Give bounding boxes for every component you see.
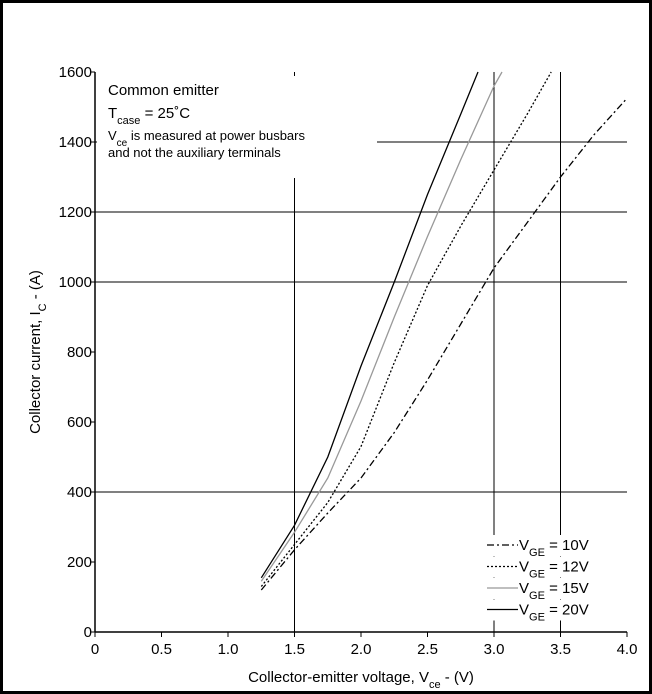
y-tick-label: 1000: [59, 274, 92, 291]
legend-label: VGE = 15V: [519, 580, 589, 602]
x-tick-label: 2.5: [417, 641, 438, 658]
legend-label: VGE = 12V: [519, 559, 589, 581]
x-tick-label: 3.5: [550, 641, 571, 658]
annotation: Tcase = 25˚C: [108, 105, 190, 127]
legend-bg: [485, 578, 625, 599]
legend-bg: [485, 599, 625, 621]
legend-label: VGE = 10V: [519, 537, 589, 559]
x-tick-label: 2.0: [351, 641, 372, 658]
legend-label-part: V: [519, 580, 529, 597]
x-axis-label: Collector-emitter voltage, Vce - (V): [248, 669, 474, 691]
annotation: Common emitter: [108, 82, 219, 99]
series-line: [260, 71, 503, 582]
x-axis-label-part: ce: [429, 679, 441, 691]
legend-label-part: GE: [529, 547, 545, 559]
legend-label-part: V: [519, 537, 529, 554]
legend-label-part: = 15V: [545, 580, 589, 597]
legend-label-part: = 10V: [545, 537, 589, 554]
legend-label-part: GE: [529, 612, 545, 624]
y-tick-label: 1400: [59, 134, 92, 151]
legend-label-part: GE: [529, 569, 545, 581]
annotation-part: and not the auxiliary terminals: [108, 145, 281, 160]
y-tick-label: 1600: [59, 64, 92, 81]
y-tick-label: 800: [67, 344, 92, 361]
x-tick-label: 1.0: [218, 641, 239, 658]
annotation-part: Common emitter: [108, 82, 219, 99]
y-axis-label-part: C: [37, 303, 49, 311]
x-tick-label: 3.0: [484, 641, 505, 658]
annotation: and not the auxiliary terminals: [108, 145, 281, 160]
series-line: [260, 97, 628, 591]
annotation-part: V: [108, 128, 117, 143]
y-tick-label: 200: [67, 554, 92, 571]
legend-label-part: GE: [529, 590, 545, 602]
x-axis-label-part: Collector-emitter voltage, V: [248, 669, 429, 686]
x-tick-label: 4.0: [617, 641, 638, 658]
legend-label-part: V: [519, 602, 529, 619]
x-tick-label: 1.5: [284, 641, 305, 658]
legend-bg: [485, 535, 625, 556]
y-tick-label: 400: [67, 484, 92, 501]
legend-label-part: = 20V: [545, 602, 589, 619]
y-axis-label: Collector current, IC - (A): [27, 270, 49, 434]
y-tick-label: 600: [67, 414, 92, 431]
series-line: [260, 71, 479, 579]
legend-bg: [485, 556, 625, 578]
x-axis-label-part: - (V): [441, 669, 474, 686]
series-line: [260, 71, 552, 587]
x-tick-label: 0.5: [151, 641, 172, 658]
y-axis-label-part: - (A): [27, 270, 44, 303]
annotation: Vce is measured at power busbars: [108, 128, 305, 149]
y-axis-label-part: Collector current, I: [27, 311, 44, 434]
annotation-part: = 25˚C: [140, 105, 190, 122]
annotation-part: ce: [117, 138, 128, 149]
y-tick-label: 0: [84, 624, 92, 641]
annotation-part: is measured at power busbars: [127, 128, 305, 143]
x-tick-label: 0: [91, 641, 99, 658]
legend-label-part: = 12V: [545, 559, 589, 576]
annotation-part: T: [108, 105, 117, 122]
y-tick-label: 1200: [59, 204, 92, 221]
annotation-bg: [97, 76, 377, 178]
annotation-part: case: [117, 115, 140, 127]
legend-label-part: V: [519, 559, 529, 576]
legend-label: VGE = 20V: [519, 602, 589, 624]
